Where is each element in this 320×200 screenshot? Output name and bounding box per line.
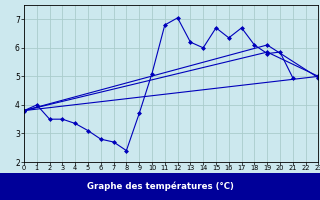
Text: Graphe des températures (°C): Graphe des températures (°C) — [87, 182, 233, 191]
